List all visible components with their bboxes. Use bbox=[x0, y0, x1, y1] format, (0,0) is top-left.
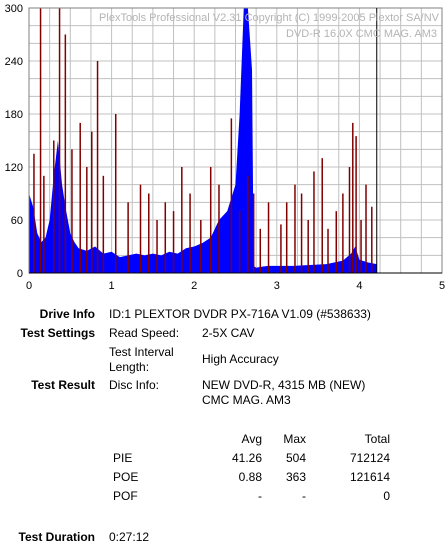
row-total: 712124 bbox=[349, 451, 390, 465]
disc-info-line-2: CMC MAG. AM3 bbox=[202, 393, 291, 407]
disc-info-line-1: NEW DVD-R, 4315 MB (NEW) bbox=[202, 378, 366, 392]
chart-ticks: 0 60 120 180 240 300 0 1 2 3 4 5 bbox=[5, 3, 445, 292]
test-duration-label: Test Duration bbox=[18, 530, 95, 544]
y-tick-label: 300 bbox=[5, 3, 23, 15]
pie-series bbox=[29, 8, 377, 273]
row-max: - bbox=[302, 489, 306, 503]
row-total: 121614 bbox=[349, 470, 390, 484]
x-tick-label: 2 bbox=[191, 280, 197, 292]
test-interval-label-line1: Test Interval bbox=[109, 345, 174, 359]
x-tick-label: 3 bbox=[274, 280, 280, 292]
row-name: PIE bbox=[113, 451, 133, 465]
y-tick-label: 120 bbox=[5, 162, 23, 174]
drive-info-label: Drive Info bbox=[39, 307, 95, 321]
y-tick-label: 240 bbox=[5, 56, 23, 68]
x-tick-label: 5 bbox=[439, 280, 445, 292]
row-max: 363 bbox=[285, 470, 306, 484]
error-rate-chart: 0 60 120 180 240 300 0 1 2 3 4 5 PlexTools Professi… bbox=[5, 3, 445, 292]
test-duration-value: 0:27:12 bbox=[109, 530, 150, 544]
y-tick-label: 180 bbox=[5, 109, 23, 121]
header-max: Max bbox=[283, 432, 306, 446]
disc-info-label: Disc Info: bbox=[109, 378, 160, 392]
row-name: POF bbox=[113, 489, 138, 503]
test-settings-label: Test Settings bbox=[20, 326, 95, 340]
y-tick-label: 0 bbox=[17, 268, 23, 280]
watermark-line-2: DVD-R 16.0X CMC MAG. AM3 bbox=[286, 28, 437, 40]
poe-series bbox=[33, 8, 373, 273]
row-max: 504 bbox=[285, 451, 306, 465]
test-interval-value: High Accuracy bbox=[202, 352, 279, 366]
test-result-label: Test Result bbox=[31, 378, 95, 392]
row-avg: 41.26 bbox=[231, 451, 262, 465]
y-tick-label: 60 bbox=[11, 215, 23, 227]
row-avg: 0.88 bbox=[238, 470, 262, 484]
x-tick-label: 1 bbox=[109, 280, 115, 292]
x-tick-label: 0 bbox=[26, 280, 32, 292]
row-name: POE bbox=[113, 470, 139, 484]
row-total: 0 bbox=[383, 489, 390, 503]
header-total: Total bbox=[364, 432, 390, 446]
drive-info-value: ID:1 PLEXTOR DVDR PX-716A V1.09 (#538633… bbox=[109, 307, 371, 321]
x-tick-label: 4 bbox=[356, 280, 362, 292]
read-speed-value: 2-5X CAV bbox=[202, 326, 255, 340]
test-interval-label-line2: Length: bbox=[109, 360, 150, 374]
row-avg: - bbox=[258, 489, 262, 503]
pie-area-shape bbox=[29, 8, 377, 273]
read-speed-label: Read Speed: bbox=[109, 326, 180, 340]
watermark-line-1: PlexTools Professional V2.31 Copyright (… bbox=[99, 12, 440, 24]
chart-axes bbox=[28, 7, 443, 274]
header-avg: Avg bbox=[241, 432, 262, 446]
